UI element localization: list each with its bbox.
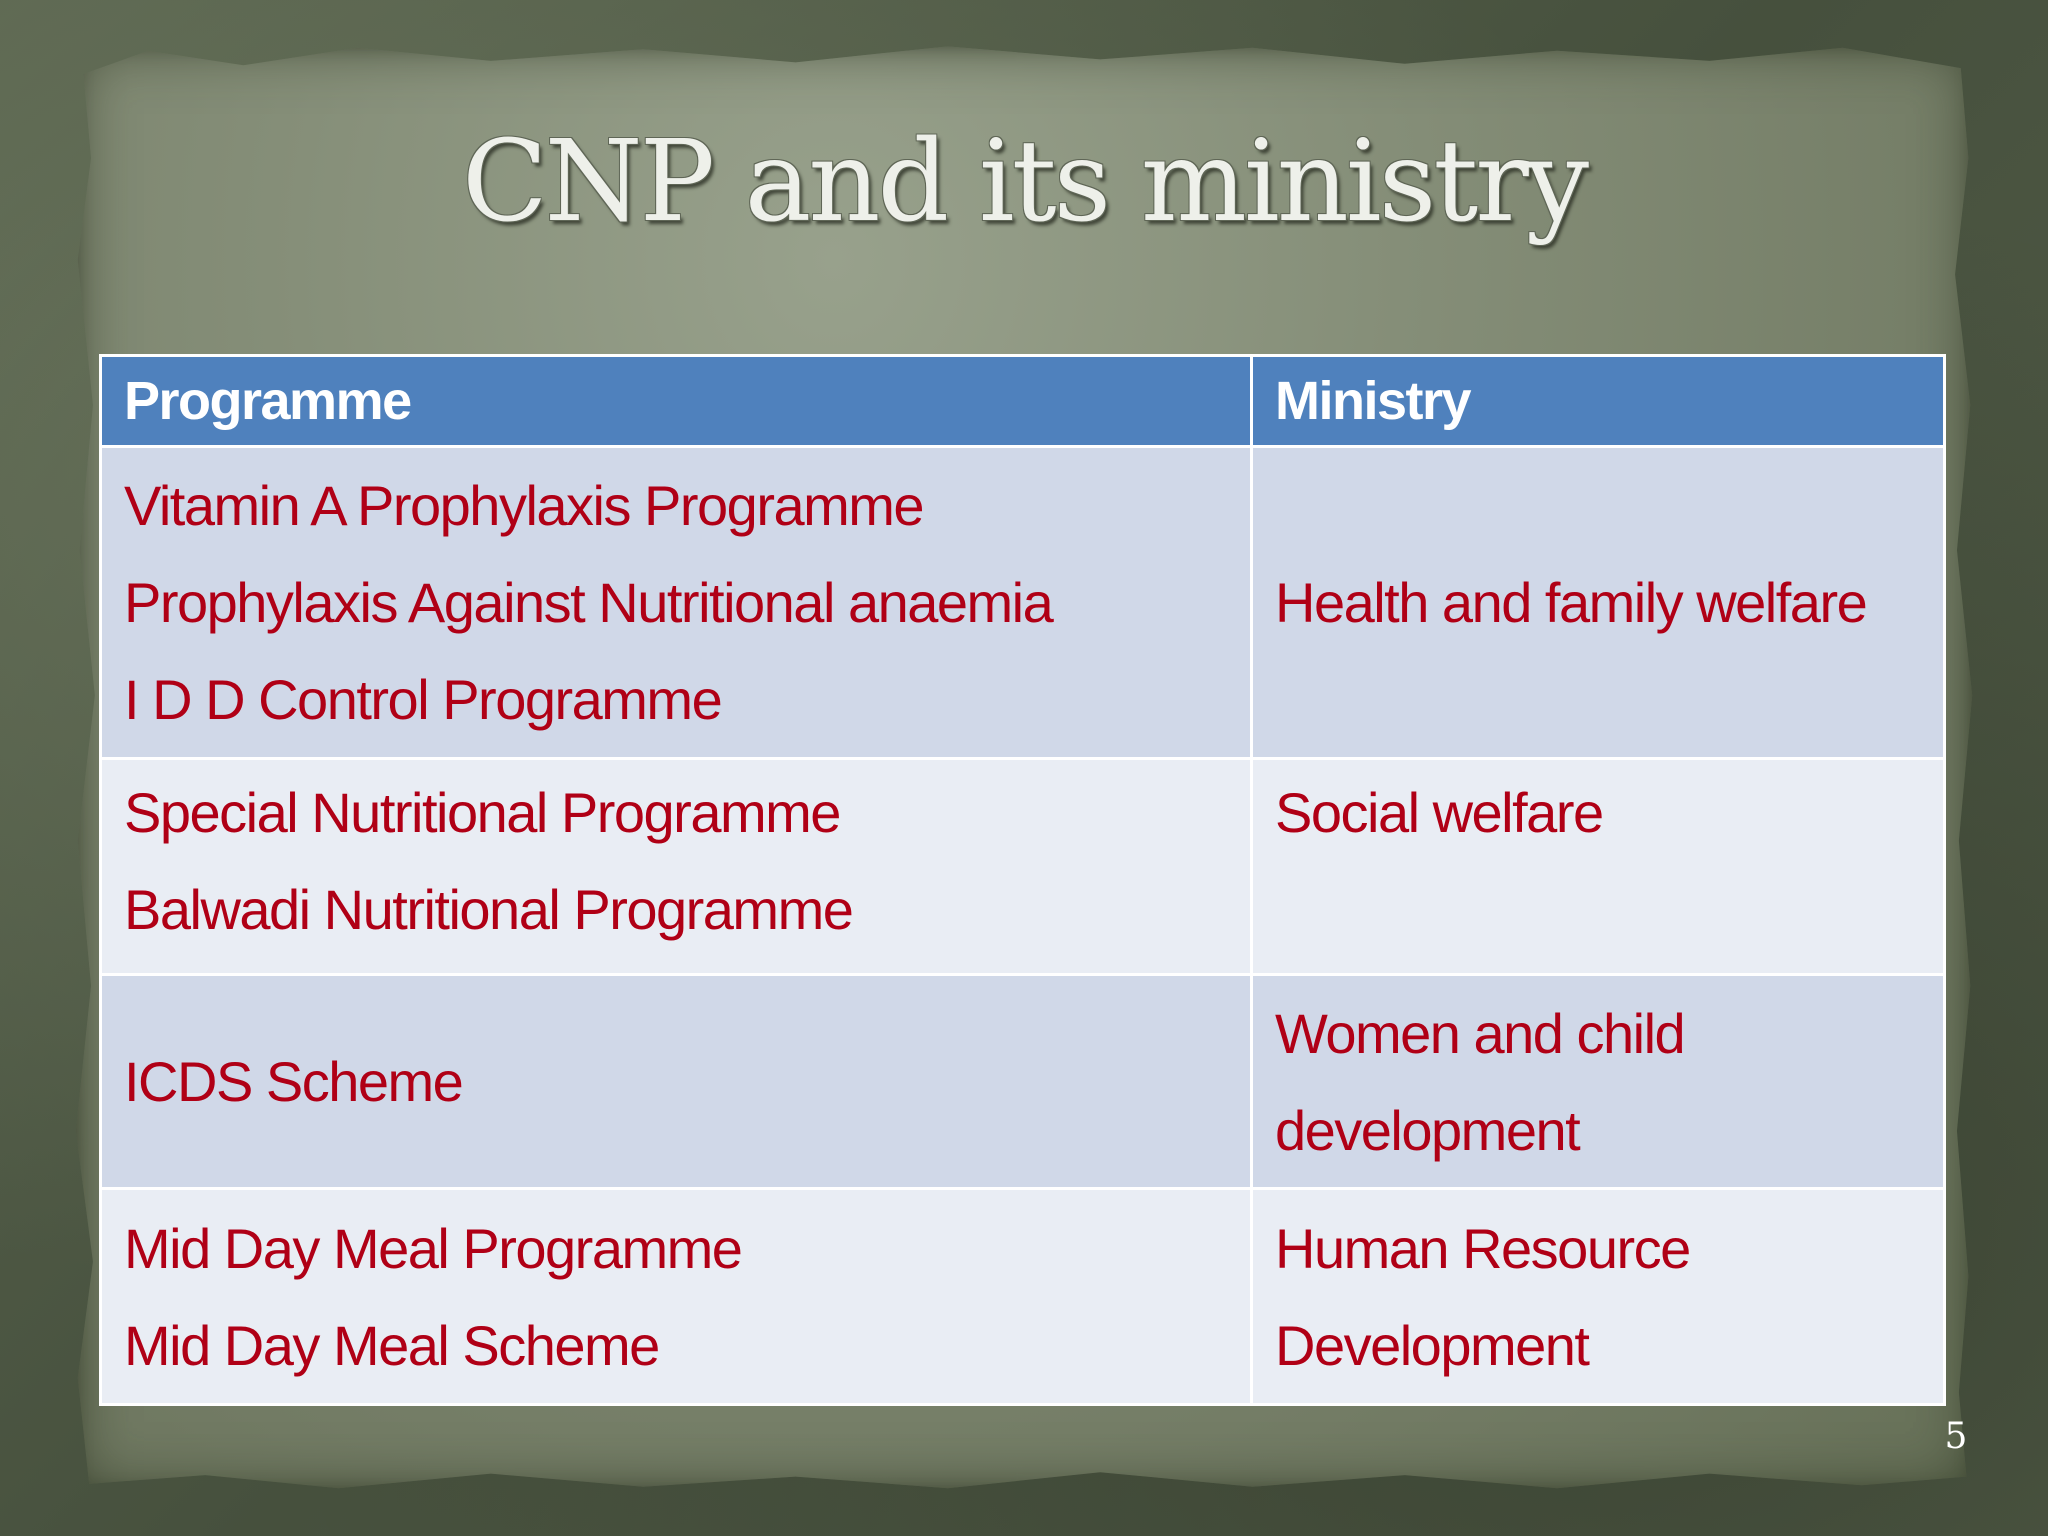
table-row: Special Nutritional Programme Balwadi Nu… — [99, 757, 1946, 976]
programme-item: I D D Control Programme — [124, 668, 723, 731]
programme-item: Special Nutritional Programme — [124, 781, 841, 844]
programme-cell: Vitamin A Prophylaxis Programme Prophyla… — [99, 445, 1253, 760]
ministry-cell: Social welfare — [1250, 757, 1946, 976]
ministry-cell: Human Resource Development — [1250, 1187, 1946, 1406]
ministry-cell: Health and family welfare — [1250, 445, 1946, 760]
table-row: Mid Day Meal Programme Mid Day Meal Sche… — [99, 1187, 1946, 1406]
programme-item: Mid Day Meal Programme — [124, 1216, 743, 1280]
programme-item: Prophylaxis Against Nutritional anaemia — [124, 571, 1054, 634]
ministry-name: Human Resource — [1275, 1216, 1691, 1280]
programme-item: Mid Day Meal Scheme — [124, 1313, 660, 1377]
programme-cell: Special Nutritional Programme Balwadi Nu… — [99, 757, 1253, 976]
slide-number: 5 — [1944, 1416, 1968, 1457]
ministry-name: Development — [1275, 1313, 1590, 1377]
table-row: ICDS Scheme Women and child development — [99, 973, 1946, 1190]
slide-title: CNP and its ministry — [461, 117, 1589, 247]
ministry-name: Health and family welfare — [1275, 571, 1868, 634]
table-header-row: Programme Ministry — [99, 354, 1946, 448]
programme-ministry-table: Programme Ministry Vitamin A Prophylaxis… — [99, 354, 1946, 1406]
table-row: Vitamin A Prophylaxis Programme Prophyla… — [99, 445, 1946, 760]
programme-cell: Mid Day Meal Programme Mid Day Meal Sche… — [99, 1187, 1253, 1406]
ministry-name: development — [1275, 1098, 1581, 1162]
header-programme: Programme — [99, 354, 1253, 448]
programme-item: Vitamin A Prophylaxis Programme — [124, 474, 925, 537]
ministry-name: Women and child — [1275, 1001, 1686, 1065]
programme-item: Balwadi Nutritional Programme — [124, 878, 854, 941]
ministry-name: Social welfare — [1275, 781, 1604, 844]
programme-cell: ICDS Scheme — [99, 973, 1253, 1190]
programme-item: ICDS Scheme — [124, 1050, 464, 1113]
ministry-cell: Women and child development — [1250, 973, 1946, 1190]
header-ministry: Ministry — [1250, 354, 1946, 448]
